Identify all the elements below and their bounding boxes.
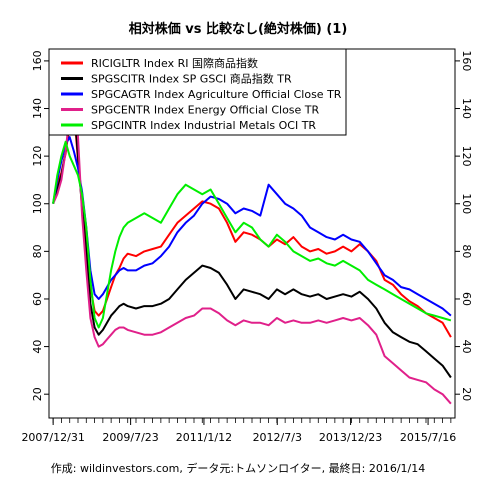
y-axis-right: 20 40 60 80 100 120 140 160 bbox=[455, 50, 473, 401]
series-line-1 bbox=[52, 107, 452, 338]
series-line-5 bbox=[52, 140, 452, 329]
y-left-tick-label: 120 bbox=[31, 146, 44, 167]
series-layer bbox=[52, 69, 452, 405]
y-right-tick-label: 60 bbox=[460, 292, 473, 306]
y-right-tick-label: 140 bbox=[460, 98, 473, 119]
legend-label-2: SPGSCITR Index SP GSCI 商品指数 TR bbox=[91, 72, 292, 86]
y-right-tick-label: 80 bbox=[460, 244, 473, 258]
y-right-tick-label: 160 bbox=[460, 50, 473, 71]
y-right-tick-label: 120 bbox=[460, 146, 473, 167]
y-axis-left: 20 40 60 80 100 120 140 160 bbox=[31, 50, 49, 401]
y-left-tick-label: 160 bbox=[31, 50, 44, 71]
x-tick-label: 2012/7/3 bbox=[253, 431, 302, 444]
x-tick-label: 2007/12/31 bbox=[21, 431, 84, 444]
x-tick-label: 2011/1/12 bbox=[176, 431, 232, 444]
x-tick-label: 2009/7/23 bbox=[102, 431, 158, 444]
x-tick-label: 2013/12/23 bbox=[319, 431, 382, 444]
legend-box bbox=[48, 48, 347, 136]
y-right-tick-label: 100 bbox=[460, 193, 473, 214]
legend-label-3: SPGCAGTR Index Agriculture Official Clos… bbox=[91, 88, 342, 101]
y-left-tick-label: 20 bbox=[31, 387, 44, 401]
legend-label-1: RICIGLTR Index RI 国際商品指数 bbox=[91, 56, 258, 70]
chart-title: 相対株価 vs 比較なし(絶対株価) (1) bbox=[129, 21, 348, 37]
legend-label-5: SPGCINTR Index Industrial Metals OCI TR bbox=[91, 119, 316, 132]
y-right-tick-label: 40 bbox=[460, 340, 473, 354]
legend: RICIGLTR Index RI 国際商品指数 SPGSCITR Index S… bbox=[48, 48, 347, 136]
series-line-3 bbox=[52, 136, 452, 317]
y-left-tick-label: 40 bbox=[31, 340, 44, 354]
series-line-4 bbox=[52, 69, 452, 405]
x-axis: 2007/12/31 2009/7/23 2011/1/12 2012/7/3 2013… bbox=[21, 418, 456, 444]
chart-caption: 作成: wildinvestors.com, データ元:トムソンロイター, 最終… bbox=[51, 461, 425, 475]
series-line-2 bbox=[52, 102, 452, 379]
y-left-tick-label: 60 bbox=[31, 292, 44, 306]
x-tick-label: 2015/7/16 bbox=[400, 431, 456, 444]
y-left-tick-label: 100 bbox=[31, 193, 44, 214]
legend-label-4: SPGCENTR Index Energy Official Close TR bbox=[91, 104, 320, 117]
y-right-tick-label: 20 bbox=[460, 387, 473, 401]
y-left-tick-label: 140 bbox=[31, 98, 44, 119]
y-left-tick-label: 80 bbox=[31, 244, 44, 258]
